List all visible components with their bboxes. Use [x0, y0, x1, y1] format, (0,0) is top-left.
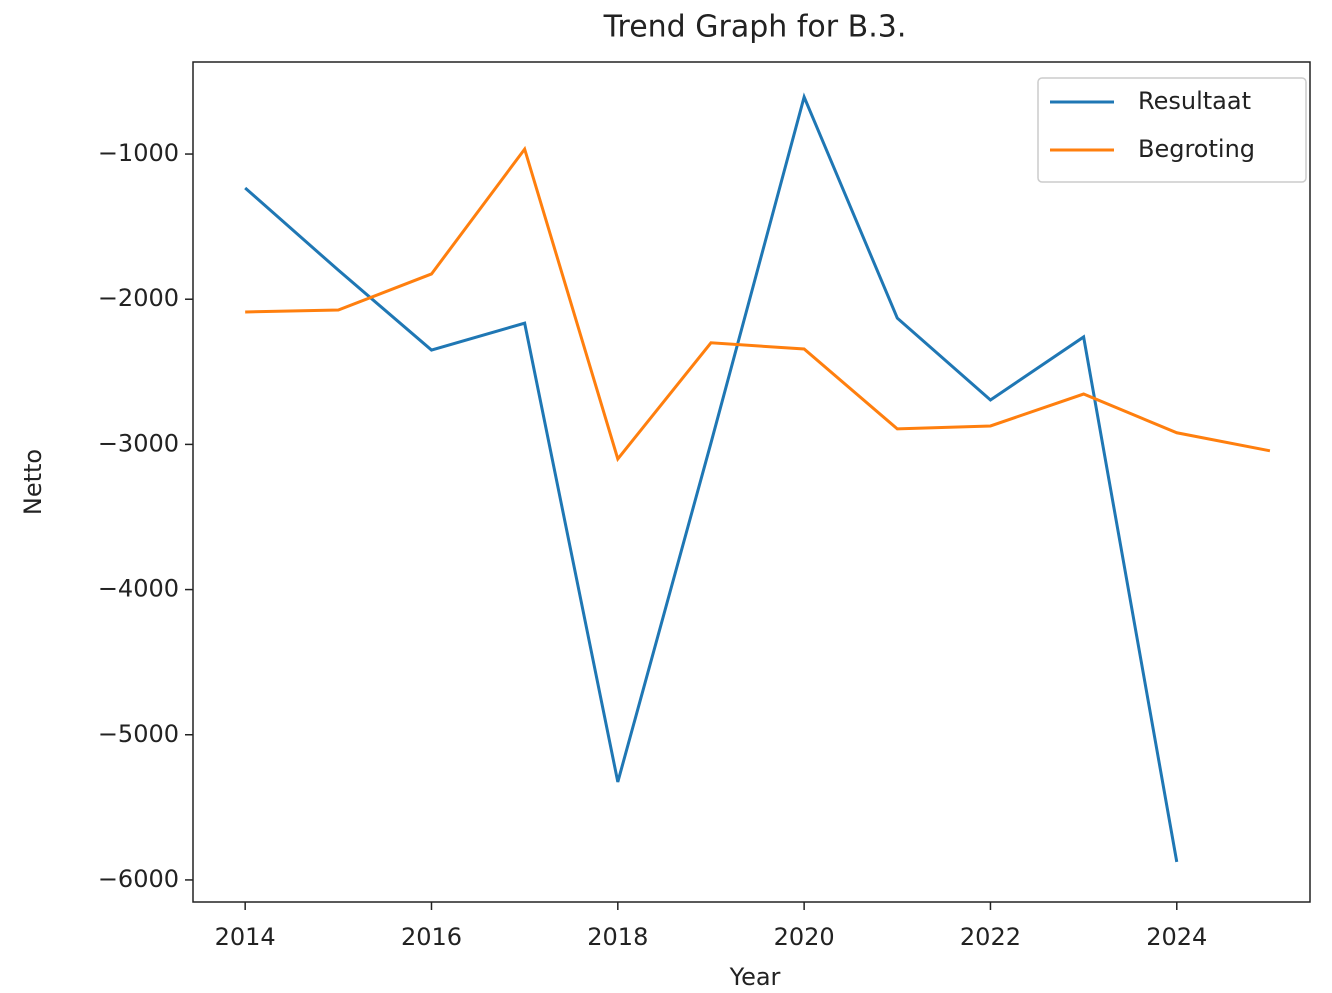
x-axis-label: Year: [729, 963, 781, 991]
x-tick-label: 2014: [215, 923, 276, 951]
y-axis-label: Netto: [19, 449, 47, 515]
y-tick-label: −2000: [98, 284, 179, 312]
plot-frame: [192, 61, 1311, 903]
legend-label: Begroting: [1138, 135, 1255, 163]
line-series: [245, 145, 1271, 463]
legend-label: Resultaat: [1138, 87, 1251, 115]
legend-box: [1037, 77, 1307, 183]
x-tick-label: 2018: [587, 923, 648, 951]
line-series: [244, 92, 1179, 863]
x-tick-label: 2020: [774, 923, 835, 951]
chart-title: Trend Graph for B.3.: [603, 10, 907, 45]
y-tick-label: −6000: [98, 865, 179, 893]
y-tick-label: −3000: [98, 429, 179, 457]
y-tick-label: −5000: [98, 720, 179, 748]
y-tick-label: −4000: [98, 575, 179, 603]
x-tick-label: 2022: [960, 923, 1021, 951]
x-tick-label: 2024: [1146, 923, 1207, 951]
x-tick-label: 2016: [401, 923, 462, 951]
y-tick-label: −1000: [98, 139, 179, 167]
